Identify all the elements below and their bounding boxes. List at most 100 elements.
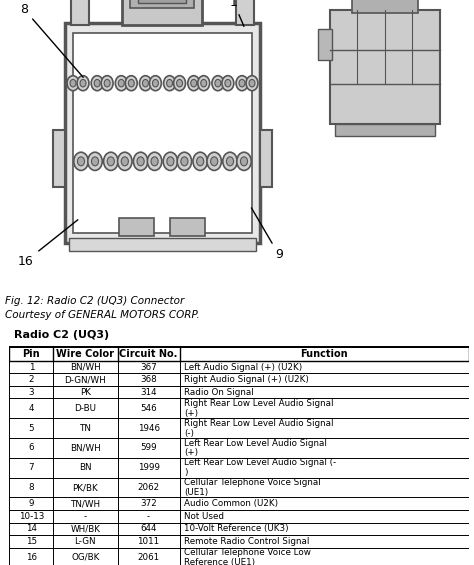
Text: 9: 9 bbox=[28, 499, 34, 508]
Bar bbox=[9, 373, 469, 386]
Text: 1999: 1999 bbox=[137, 463, 160, 472]
Text: Wire Color: Wire Color bbox=[56, 349, 114, 359]
Text: Courtesy of GENERAL MOTORS CORP.: Courtesy of GENERAL MOTORS CORP. bbox=[5, 310, 200, 320]
Circle shape bbox=[201, 80, 207, 87]
Circle shape bbox=[121, 157, 128, 166]
Text: 10-13: 10-13 bbox=[18, 512, 44, 521]
Circle shape bbox=[74, 152, 88, 171]
Text: (+): (+) bbox=[184, 449, 198, 458]
FancyBboxPatch shape bbox=[73, 33, 252, 233]
Text: BN/WH: BN/WH bbox=[70, 444, 100, 453]
Bar bbox=[9, 498, 469, 510]
Circle shape bbox=[223, 152, 237, 171]
Text: 16: 16 bbox=[26, 553, 37, 562]
FancyBboxPatch shape bbox=[318, 29, 332, 60]
Circle shape bbox=[177, 152, 191, 171]
Text: Right Rear Low Level Audio Signal: Right Rear Low Level Audio Signal bbox=[184, 399, 334, 408]
Text: 15: 15 bbox=[26, 537, 37, 546]
Circle shape bbox=[149, 76, 161, 91]
Circle shape bbox=[173, 76, 185, 91]
Circle shape bbox=[222, 76, 234, 91]
Text: ): ) bbox=[184, 468, 188, 477]
Circle shape bbox=[88, 152, 102, 171]
FancyBboxPatch shape bbox=[122, 0, 202, 25]
Text: 1946: 1946 bbox=[137, 424, 160, 433]
Circle shape bbox=[139, 76, 151, 91]
Circle shape bbox=[188, 76, 200, 91]
Text: D-BU: D-BU bbox=[74, 404, 96, 413]
Bar bbox=[9, 510, 469, 523]
Text: Cellular Telephone Voice Low: Cellular Telephone Voice Low bbox=[184, 548, 311, 557]
Text: Radio C2 (UQ3): Radio C2 (UQ3) bbox=[14, 330, 109, 340]
Text: 8: 8 bbox=[28, 483, 34, 492]
Text: 1: 1 bbox=[230, 0, 244, 27]
Text: 1011: 1011 bbox=[137, 537, 160, 546]
Text: Remote Radio Control Signal: Remote Radio Control Signal bbox=[184, 537, 310, 546]
FancyBboxPatch shape bbox=[330, 10, 440, 124]
Circle shape bbox=[249, 80, 255, 87]
Text: Audio Common (U2K): Audio Common (U2K) bbox=[184, 499, 278, 508]
FancyBboxPatch shape bbox=[138, 0, 186, 2]
Bar bbox=[9, 347, 469, 361]
Circle shape bbox=[167, 157, 174, 166]
Circle shape bbox=[107, 157, 114, 166]
Circle shape bbox=[151, 157, 158, 166]
Bar bbox=[9, 438, 469, 458]
Circle shape bbox=[101, 76, 113, 91]
Text: 644: 644 bbox=[140, 524, 157, 533]
Text: 2061: 2061 bbox=[137, 553, 160, 562]
Circle shape bbox=[163, 152, 178, 171]
Text: TN: TN bbox=[80, 424, 91, 433]
Text: Function: Function bbox=[301, 349, 348, 359]
Bar bbox=[9, 535, 469, 547]
Text: -: - bbox=[84, 512, 87, 521]
Text: D-GN/WH: D-GN/WH bbox=[64, 375, 106, 384]
Text: 372: 372 bbox=[140, 499, 157, 508]
Circle shape bbox=[94, 80, 100, 87]
Circle shape bbox=[166, 80, 173, 87]
Circle shape bbox=[77, 76, 89, 91]
Circle shape bbox=[153, 80, 158, 87]
Circle shape bbox=[236, 76, 248, 91]
Text: -: - bbox=[147, 512, 150, 521]
Text: (+): (+) bbox=[184, 408, 198, 418]
Circle shape bbox=[67, 76, 79, 91]
Circle shape bbox=[181, 157, 188, 166]
Circle shape bbox=[239, 80, 245, 87]
FancyBboxPatch shape bbox=[260, 130, 272, 186]
Circle shape bbox=[115, 76, 127, 91]
Text: 368: 368 bbox=[140, 375, 157, 384]
Text: BN/WH: BN/WH bbox=[70, 363, 100, 372]
Text: L-GN: L-GN bbox=[74, 537, 96, 546]
Text: OG/BK: OG/BK bbox=[71, 553, 100, 562]
Text: 8: 8 bbox=[20, 3, 83, 77]
Bar bbox=[9, 398, 469, 418]
Circle shape bbox=[215, 80, 221, 87]
Text: 9: 9 bbox=[251, 208, 283, 262]
Circle shape bbox=[240, 157, 247, 166]
Bar bbox=[9, 458, 469, 477]
Circle shape bbox=[164, 76, 175, 91]
Text: 2062: 2062 bbox=[137, 483, 160, 492]
Text: 314: 314 bbox=[140, 388, 157, 397]
Text: 6: 6 bbox=[28, 444, 34, 453]
Circle shape bbox=[191, 80, 197, 87]
Circle shape bbox=[147, 152, 162, 171]
Circle shape bbox=[237, 152, 251, 171]
Text: (-): (-) bbox=[184, 429, 194, 438]
Text: Cellular Telephone Voice Signal: Cellular Telephone Voice Signal bbox=[184, 478, 321, 487]
Circle shape bbox=[104, 80, 110, 87]
Text: Left Audio Signal (+) (U2K): Left Audio Signal (+) (U2K) bbox=[184, 363, 302, 372]
Circle shape bbox=[210, 157, 218, 166]
Circle shape bbox=[207, 152, 221, 171]
Text: BN: BN bbox=[79, 463, 91, 472]
Text: Not Used: Not Used bbox=[184, 512, 224, 521]
FancyBboxPatch shape bbox=[236, 0, 254, 25]
Text: 10-Volt Reference (UK3): 10-Volt Reference (UK3) bbox=[184, 524, 289, 533]
Text: Fig. 12: Radio C2 (UQ3) Connector: Fig. 12: Radio C2 (UQ3) Connector bbox=[5, 296, 184, 306]
Text: 16: 16 bbox=[18, 220, 78, 268]
Bar bbox=[9, 523, 469, 535]
Circle shape bbox=[118, 152, 132, 171]
Text: 546: 546 bbox=[140, 404, 157, 413]
Text: Radio On Signal: Radio On Signal bbox=[184, 388, 254, 397]
